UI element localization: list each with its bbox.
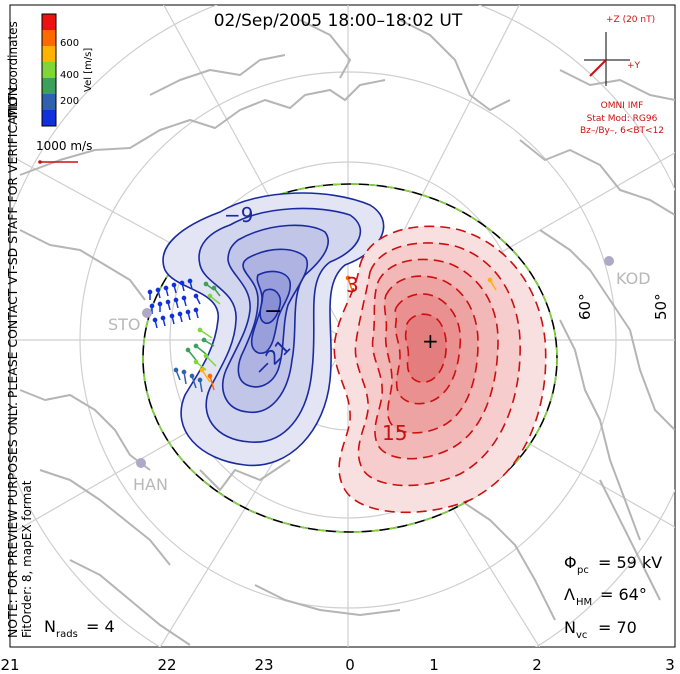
mlt-tick-23: 23	[254, 656, 273, 674]
svg-text:Φ: Φ	[564, 553, 577, 572]
potential-min-marker: −	[264, 299, 282, 324]
station-label-kod: KOD	[616, 269, 651, 288]
colorbar-tick-600: 600	[60, 38, 79, 49]
svg-text:= 59 kV: = 59 kV	[598, 553, 662, 572]
velocity-colorbar	[41, 13, 57, 127]
svg-text:= 4: = 4	[86, 617, 115, 636]
colorbar-tick-400: 400	[60, 70, 79, 81]
mlt-tick-21: 21	[0, 656, 19, 674]
coastlines	[19, 19, 675, 646]
fitorder-note: FitOrder: 8, mapEX format	[20, 480, 34, 638]
contour-label-neg-9: −9	[224, 203, 253, 227]
svg-text:= 70: = 70	[598, 618, 637, 637]
station-label-han: HAN	[133, 475, 168, 494]
svg-text:N: N	[44, 617, 56, 636]
contour-label-pos-3: 3	[346, 273, 359, 297]
station-marker-han	[136, 458, 146, 468]
mlt-tick-2: 2	[532, 656, 542, 674]
scale-vector-label: 1000 m/s	[36, 139, 92, 153]
mlt-coordinates-label: MLT coordinates	[6, 21, 20, 118]
mlt-tick-0: 0	[345, 656, 355, 674]
svg-text:vc: vc	[576, 630, 587, 641]
velocity-vectors	[147, 275, 497, 393]
latitude-label-50: 50°	[652, 293, 670, 320]
mlt-tick-3: 3	[665, 656, 675, 674]
potential-max-marker: +	[422, 329, 439, 353]
stat-n-vc: N vc = 70	[564, 618, 637, 641]
imf-source-label: OMNI IMF	[601, 101, 644, 111]
imf-clock-dial	[584, 32, 630, 86]
station-markers	[136, 256, 614, 468]
mlt-axis: 21 22 23 0 1 2 3	[0, 656, 674, 674]
stat-lambda-hm: Λ HM = 64°	[564, 585, 647, 608]
svg-text:rads: rads	[56, 629, 78, 640]
map-title: 02/Sep/2005 18:00–18:02 UT	[214, 11, 463, 31]
station-marker-sto	[142, 308, 152, 318]
imf-stat-model: Stat Mod: RG96	[587, 114, 658, 124]
scale-vector-dot	[38, 160, 42, 164]
heppner-maynard-boundary-dash	[142, 183, 558, 533]
colorbar-tick-200: 200	[60, 96, 79, 107]
contour-label-pos-15: 15	[382, 421, 407, 445]
mlt-tick-1: 1	[429, 656, 439, 674]
imf-condition: Bz–/By–, 6<BT<12	[580, 126, 664, 136]
colorbar-axis-label: Vel [m/s]	[83, 48, 94, 92]
imf-z-label: +Z (20 nT)	[606, 15, 655, 25]
station-label-sto: STO	[108, 315, 141, 334]
svg-text:= 64°: = 64°	[600, 585, 647, 604]
verification-note: NOTE: FOR PREVIEW PURPOSES ONLY. PLEASE …	[6, 83, 20, 638]
positive-cell	[333, 225, 547, 514]
latitude-label-60: 60°	[576, 293, 594, 320]
svg-text:pc: pc	[577, 565, 589, 576]
stat-phi-pc: Φ pc = 59 kV	[564, 553, 662, 576]
station-marker-kod	[604, 256, 614, 266]
svg-text:Λ: Λ	[564, 585, 575, 604]
negative-cell	[162, 192, 385, 467]
mlt-tick-22: 22	[157, 656, 176, 674]
plot-frame	[9, 4, 676, 648]
imf-y-label: +Y	[627, 61, 641, 71]
svg-text:HM: HM	[576, 597, 592, 608]
stat-n-rads: N rads = 4	[44, 617, 115, 640]
svg-text:N: N	[564, 618, 576, 637]
imf-vector	[589, 59, 607, 77]
